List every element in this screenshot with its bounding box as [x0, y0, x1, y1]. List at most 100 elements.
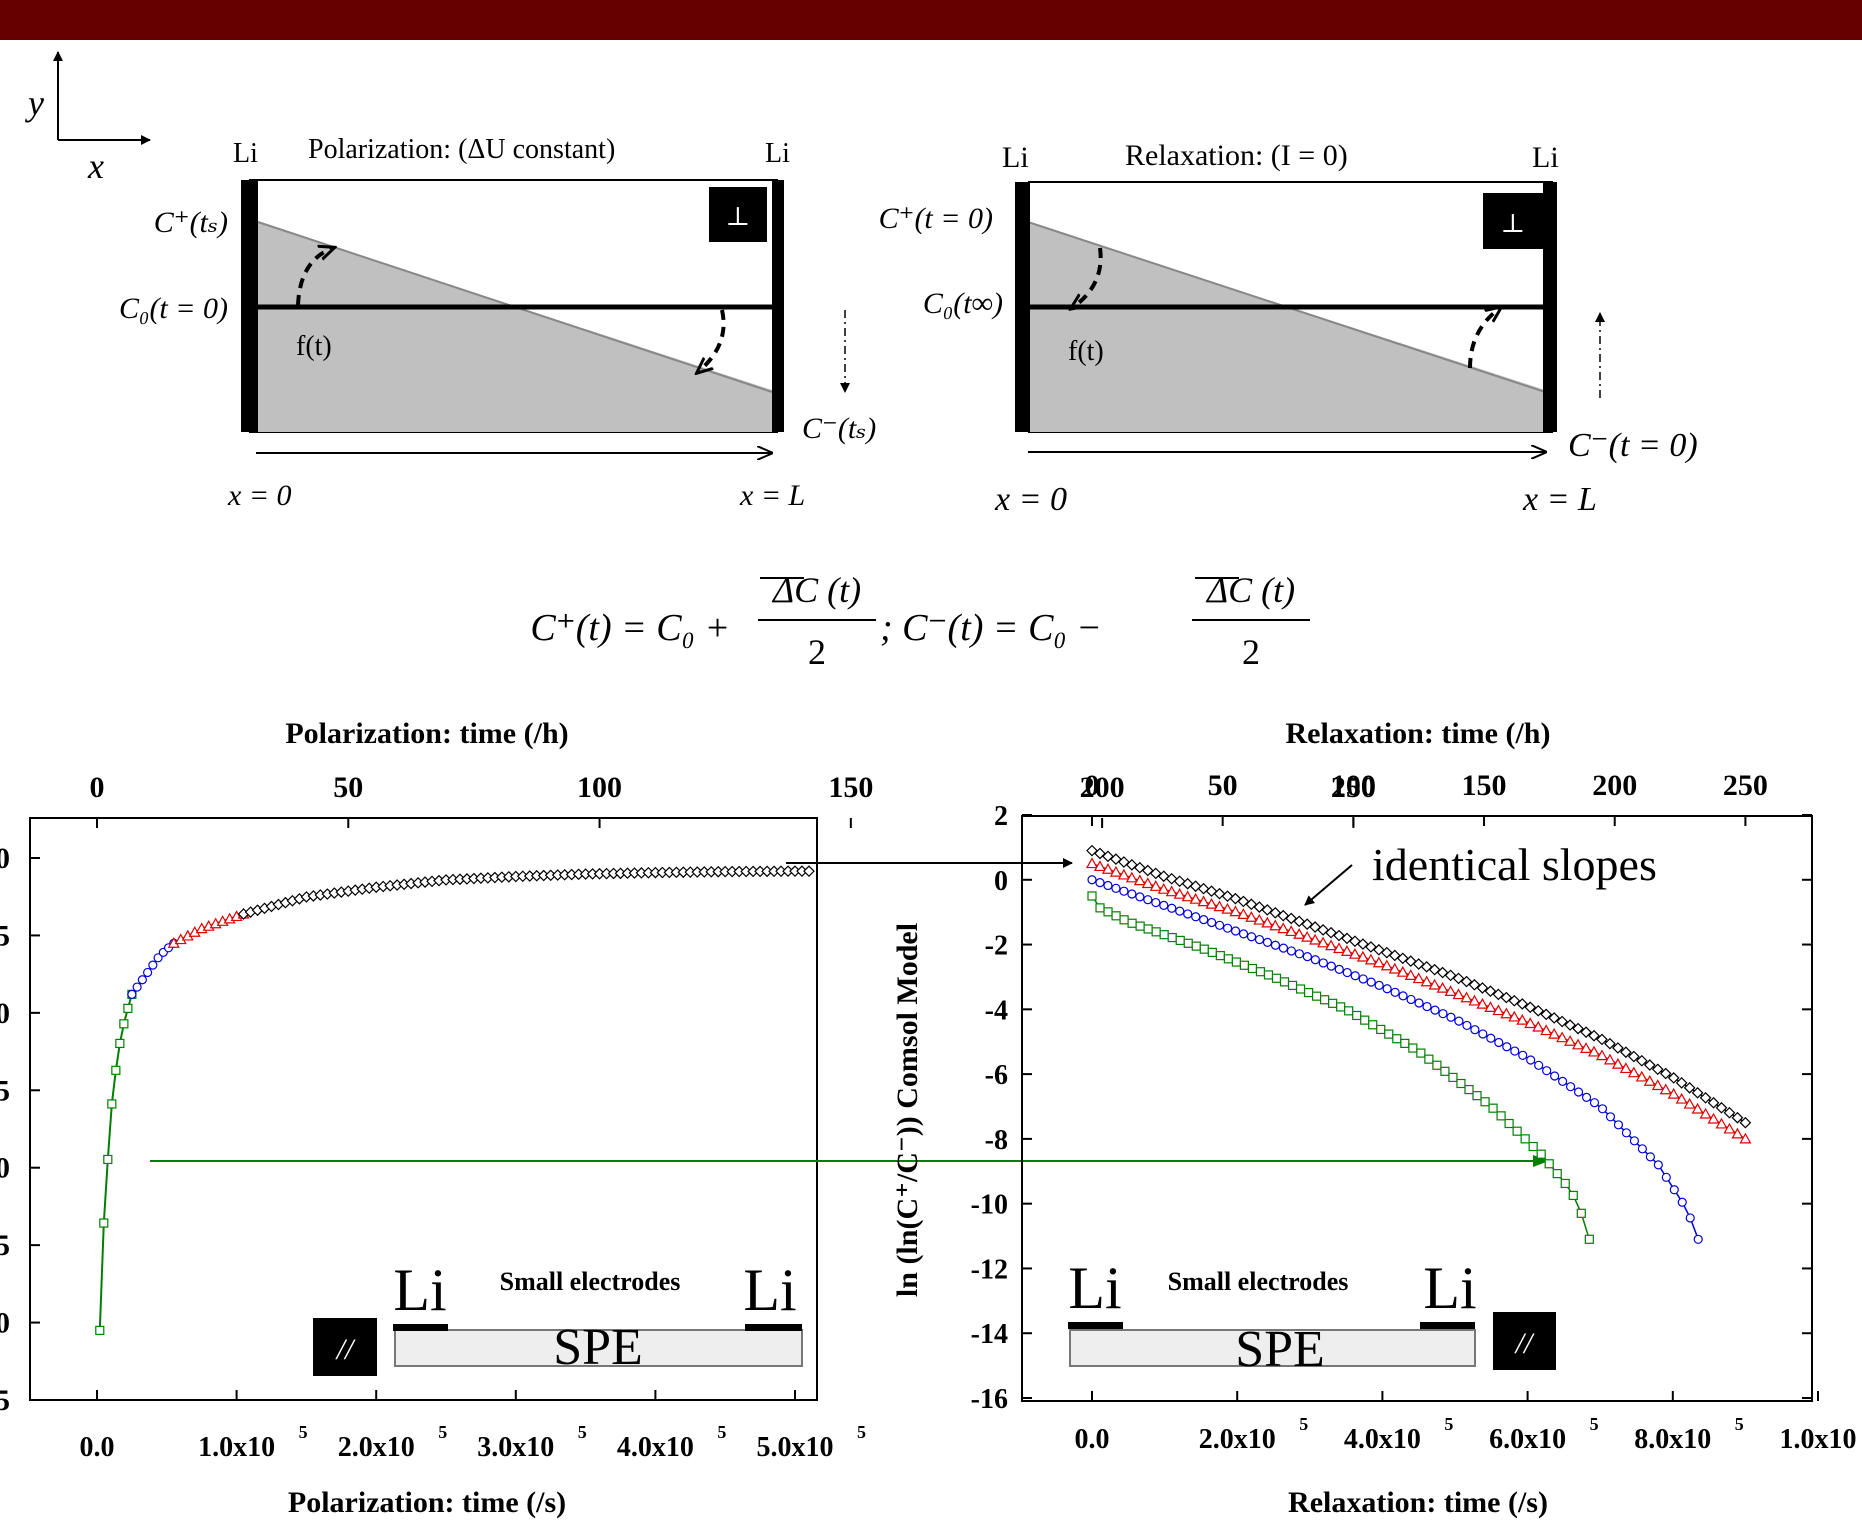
rel-top-ticks: 0 50 100 150 200 250 — [1085, 769, 1768, 826]
rel-data-point — [1270, 940, 1281, 950]
rel-data-point — [1199, 944, 1209, 954]
rel-data-point — [1239, 960, 1250, 970]
rel-data-point — [1588, 1029, 1600, 1042]
pol-bottom-tick-exp: 5 — [857, 1422, 866, 1442]
rel-data-point — [1454, 1016, 1464, 1026]
rel-data-point — [1356, 950, 1369, 962]
rel-data-point — [1125, 871, 1138, 883]
rel-data-point — [1318, 958, 1328, 968]
rel-data-point — [1191, 941, 1201, 951]
rel-data-point — [1456, 1078, 1466, 1089]
rel-data-point — [1611, 1057, 1624, 1069]
rel-data-point — [1540, 1008, 1553, 1021]
rel-data-point — [1651, 1063, 1664, 1076]
rel-data-point — [1173, 887, 1186, 899]
rel-data-point — [1085, 857, 1099, 869]
rel-data-point — [1221, 902, 1234, 914]
rel-data-point — [1205, 897, 1218, 909]
rel-data-point — [1502, 1042, 1512, 1052]
rel-data-point — [1436, 981, 1449, 993]
rel-data-point — [1325, 939, 1338, 951]
rel-data-point — [1197, 895, 1210, 907]
pol-inset-left-li: Li — [393, 1257, 446, 1323]
pol-left-electrode-label: Li — [233, 138, 258, 169]
pol-x0-label: x = 0 — [227, 479, 292, 512]
rel-top-tick-label: 0 — [1085, 769, 1100, 802]
rel-data-point — [1532, 1004, 1545, 1017]
rel-data-point — [1542, 1066, 1552, 1076]
rel-data-point — [1524, 1017, 1537, 1029]
rel-data-point — [1400, 1038, 1410, 1048]
rel-data-point — [1500, 1007, 1513, 1019]
pol-concentration-profile — [258, 222, 772, 432]
rel-data-point — [1504, 1118, 1514, 1129]
x-axis-letter: x — [87, 146, 104, 186]
rel-data-point — [1133, 874, 1146, 886]
rel-data-point — [1492, 988, 1505, 1001]
rel-data-point — [1366, 977, 1376, 987]
rel-data-point — [1432, 1060, 1442, 1070]
rel-data-point — [1691, 1102, 1704, 1114]
rel-data-point — [1492, 1004, 1505, 1016]
rel-data-point — [1412, 972, 1425, 984]
equation: C⁺(t) = C₀ + ΔC (t) 2 ; C⁻(t) = C₀ − ΔC … — [530, 570, 1310, 672]
rel-data-point — [1159, 930, 1169, 940]
pol-top-tick-label: 200 — [1080, 771, 1125, 804]
rel-data-point — [1117, 868, 1130, 880]
rel-data-point — [1213, 900, 1226, 912]
rel-top-tick-label: 50 — [1208, 769, 1238, 802]
rel-right-electrode-label: Li — [1532, 141, 1559, 174]
rel-data-point — [1167, 932, 1177, 943]
rel-data-point — [1597, 1104, 1608, 1114]
rel-data-point — [1344, 1006, 1354, 1016]
pol-data-point — [99, 1218, 109, 1228]
polarization-schematic: Li Polarization: (ΔU constant) Li ⊥ C⁺(t… — [119, 134, 876, 512]
rel-left-tick-label: -4 — [985, 995, 1008, 1026]
rel-data-point — [1494, 1037, 1504, 1048]
rel-data-point — [1572, 1038, 1585, 1050]
rel-bottom-tick-text: 0.0 — [1075, 1424, 1110, 1455]
rel-data-point — [1127, 889, 1137, 899]
rel-data-point — [1621, 1128, 1632, 1138]
relaxation-chart: Relaxation: time (/h) 0 50 100 150 200 250 0.… — [891, 717, 1857, 1519]
rel-data-point — [1627, 1066, 1640, 1078]
pol-bottom-tick-text: 3.0x10 — [477, 1432, 554, 1463]
rel-data-point — [1151, 927, 1161, 937]
rel-data-point — [1326, 961, 1336, 971]
rel-data-point — [1536, 1149, 1546, 1159]
rel-data-point — [1544, 1159, 1554, 1169]
rel-data-point — [1430, 1005, 1440, 1015]
rel-data-point — [1422, 1001, 1432, 1012]
rel-data-point — [1263, 970, 1274, 980]
rel-data-point — [1584, 1234, 1594, 1244]
rel-data-point — [1613, 1120, 1624, 1130]
pol-left-tick-label: 5 — [0, 919, 10, 952]
rel-data-point — [1103, 907, 1113, 917]
rel-data-point — [1342, 967, 1352, 978]
pol-bottom-tick-label: 5.0x10 5 — [757, 1422, 867, 1463]
rel-data-point — [1486, 1033, 1496, 1043]
figure: y x Li Polarization: (ΔU constant) Li ⊥ … — [0, 51, 1857, 1519]
pol-plot-frame — [29, 817, 818, 1401]
rel-data-point — [1691, 1086, 1704, 1099]
pol-top-tick-label: 50 — [333, 771, 363, 804]
rel-data-point — [1643, 1074, 1656, 1086]
rel-data-point — [1683, 1082, 1696, 1094]
axes-icon: y x — [25, 51, 151, 186]
rel-left-tick-label: -6 — [985, 1060, 1008, 1091]
rel-left-tick-label: -16 — [971, 1384, 1008, 1415]
rel-data-point — [1496, 1111, 1506, 1121]
pol-spe-label: SPE — [553, 1319, 643, 1376]
rel-data-point — [1119, 886, 1129, 896]
rel-data-point — [1376, 1024, 1386, 1035]
rel-data-point — [1565, 1082, 1576, 1092]
rel-data-point — [1627, 1050, 1640, 1063]
rel-data-point — [1149, 880, 1162, 891]
rel-data-point — [1651, 1079, 1664, 1091]
rel-left-tick-label: -8 — [985, 1125, 1008, 1156]
rel-data-point — [1731, 1111, 1744, 1124]
rel-data-point — [1675, 1077, 1688, 1089]
rel-x-axis-label: Relaxation: time (/s) — [1288, 1486, 1548, 1519]
rel-bottom-tick-label: 6.0x10 5 — [1489, 1414, 1599, 1455]
pol-bottom-tick-text: 0.0 — [80, 1432, 115, 1463]
